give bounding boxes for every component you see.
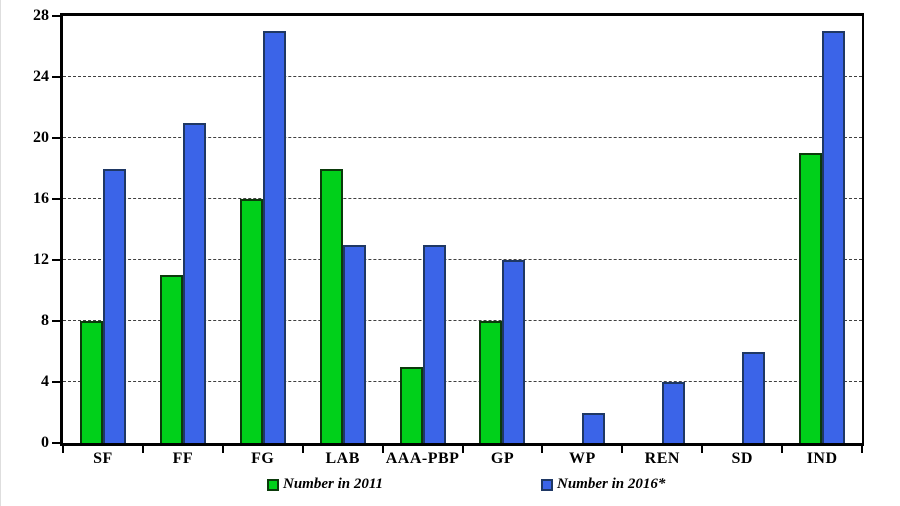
y-tick-label-24: 24 (33, 68, 49, 85)
bar-ind-number-in-2011 (799, 153, 823, 443)
x-label-ren: REN (644, 450, 680, 467)
bar-group-sd (702, 16, 782, 443)
x-label-gp: GP (490, 450, 515, 467)
bar-fg-number-in-2011 (239, 199, 263, 443)
bar-ren-number-in-2016- (662, 382, 686, 443)
x-label-sd: SD (731, 450, 753, 467)
bar-wp-number-in-2016- (582, 412, 606, 443)
gridline-20 (63, 137, 862, 138)
legend-item-2016: Number in 2016* (541, 476, 665, 493)
bar-gp-number-in-2016- (502, 260, 526, 443)
y-tick-label-4: 4 (41, 373, 49, 390)
x-tick-mark-6 (541, 446, 544, 453)
bar-group-lab (303, 16, 383, 443)
bars-container (63, 16, 862, 443)
bar-sd-number-in-2016- (742, 351, 766, 443)
y-tick-label-20: 20 (33, 129, 49, 146)
y-tick-label-16: 16 (33, 190, 49, 207)
x-tick-mark-10 (861, 446, 863, 453)
y-tick-mark-8 (52, 320, 60, 322)
y-tick-mark-24 (52, 76, 60, 78)
x-label-aaa-pbp: AAA-PBP (385, 450, 460, 467)
gridline-24 (63, 76, 862, 77)
y-tick-mark-16 (52, 198, 60, 200)
bar-group-fg (223, 16, 303, 443)
y-tick-label-8: 8 (41, 312, 49, 329)
bar-group-wp (542, 16, 622, 443)
gridline-16 (63, 198, 862, 199)
x-tick-mark-1 (141, 446, 144, 453)
x-tick-mark-2 (221, 446, 224, 453)
x-label-fg: FG (251, 450, 275, 467)
gridlines (63, 16, 862, 443)
x-label-ind: IND (806, 450, 838, 467)
x-tick-mark-0 (62, 446, 64, 453)
y-tick-label-12: 12 (33, 251, 49, 268)
gridline-8 (63, 320, 862, 321)
x-tick-mark-7 (621, 446, 624, 453)
x-tick-mark-4 (381, 446, 384, 453)
x-tick-mark-9 (781, 446, 784, 453)
y-tick-mark-12 (52, 259, 60, 261)
bar-group-ren (622, 16, 702, 443)
gridline-4 (63, 381, 862, 382)
plot-area (60, 13, 864, 446)
bar-sf-number-in-2011 (79, 321, 103, 443)
x-tick-mark-8 (701, 446, 704, 453)
x-tick-mark-5 (461, 446, 464, 453)
bar-gp-number-in-2011 (479, 321, 503, 443)
bar-group-ind (782, 16, 862, 443)
y-tick-mark-0 (52, 442, 60, 444)
bar-lab-number-in-2016- (342, 244, 366, 443)
x-label-lab: LAB (325, 450, 360, 467)
y-tick-mark-20 (52, 137, 60, 139)
gridline-12 (63, 259, 862, 260)
bar-group-aaa-pbp (383, 16, 463, 443)
y-tick-label-28: 28 (33, 7, 49, 24)
bar-group-sf (63, 16, 143, 443)
bar-group-ff (143, 16, 223, 443)
legend-swatch-2011-icon (267, 478, 279, 491)
x-label-ff: FF (172, 450, 194, 467)
x-label-sf: SF (93, 450, 113, 467)
y-tick-mark-4 (52, 381, 60, 383)
bar-group-gp (463, 16, 543, 443)
bar-fg-number-in-2016- (262, 31, 286, 443)
bar-aaa-pbp-number-in-2016- (422, 244, 446, 443)
legend-swatch-2016-icon (541, 478, 553, 491)
bar-ff-number-in-2011 (159, 275, 183, 443)
bar-ff-number-in-2016- (182, 122, 206, 443)
y-tick-mark-28 (52, 15, 60, 17)
bar-sf-number-in-2016- (102, 168, 126, 443)
x-tick-mark-3 (301, 446, 304, 453)
bar-lab-number-in-2011 (319, 168, 343, 443)
bar-aaa-pbp-number-in-2011 (399, 366, 423, 443)
x-axis-category-labels: SF FF FG LAB AAA-PBP GP WP REN SD IND (63, 450, 862, 468)
legend-label-2016: Number in 2016* (557, 476, 666, 492)
legend-label-2011: Number in 2011 (283, 476, 384, 492)
bar-ind-number-in-2016- (822, 31, 846, 443)
y-tick-label-0: 0 (41, 434, 49, 451)
x-label-wp: WP (569, 450, 596, 467)
legend-item-2011: Number in 2011 (267, 476, 383, 493)
